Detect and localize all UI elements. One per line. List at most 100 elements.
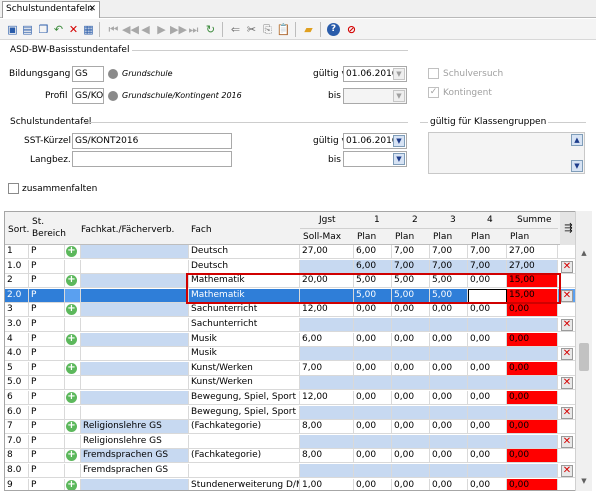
cell-sort[interactable]: 6.0 — [5, 405, 29, 420]
cell-summe[interactable] — [507, 405, 558, 420]
cell-fach[interactable]: Mathematik — [189, 288, 300, 303]
table-row[interactable]: 2.0 P Mathematik 5,00 5,00 5,00 15,00 ✕ — [5, 288, 575, 303]
cell-bereich[interactable]: P — [29, 245, 65, 259]
cell-soll[interactable] — [300, 464, 354, 478]
table-row[interactable]: 4 P Musik 6,00 0,00 0,00 0,00 0,00 0,00 + — [5, 332, 575, 347]
table-row[interactable]: 8 P Fremdsprachen GS (Fachkategorie) 8,00 0,0… — [5, 449, 575, 464]
cell-p4[interactable]: 0,00 — [468, 361, 507, 376]
table-row[interactable]: 7 P Religionslehre GS (Fachkategorie) 8,00 0,… — [5, 420, 575, 435]
cell-fachkat[interactable] — [81, 361, 189, 376]
cell-fachkat[interactable] — [81, 318, 189, 332]
cell-fach[interactable]: Bewegung, Spiel, Sport — [189, 405, 300, 420]
cell-soll[interactable]: 8,00 — [300, 420, 354, 435]
cell-p1[interactable]: 5,00 — [354, 274, 392, 289]
add-row-plus-icon[interactable]: + — [66, 274, 77, 287]
langbez-field[interactable] — [72, 151, 232, 167]
cell-fachkat[interactable]: Religionslehre GS — [81, 420, 189, 435]
cell-p1[interactable] — [354, 376, 392, 391]
cell-bereich[interactable]: P — [29, 318, 65, 332]
cell-bereich[interactable]: P — [29, 464, 65, 478]
table-icon[interactable]: ▦ — [83, 23, 94, 36]
cell-sort[interactable]: 7.0 — [5, 434, 29, 449]
cell-p3[interactable] — [430, 434, 468, 449]
add-row-plus-icon[interactable]: + — [66, 449, 77, 462]
cell-summe[interactable]: 0,00 — [507, 332, 558, 347]
table-row[interactable]: 6 P Bewegung, Spiel, Sport 12,00 0,00 0,00 0,0… — [5, 391, 575, 405]
cell-p2[interactable]: 0,00 — [392, 449, 430, 464]
header-sort[interactable]: Sort. — [8, 225, 30, 235]
cell-sort[interactable]: 8 — [5, 449, 29, 464]
cell-bereich[interactable]: P — [29, 288, 65, 303]
scroll-down-icon[interactable]: ▼ — [581, 477, 587, 485]
cell-fach[interactable] — [189, 464, 300, 478]
cell-sort[interactable]: 9 — [5, 478, 29, 490]
cell-soll[interactable]: 27,00 — [300, 245, 354, 259]
delete-row-icon[interactable]: ✕ — [561, 289, 573, 302]
cell-p4[interactable] — [468, 288, 507, 303]
cell-soll[interactable] — [300, 405, 354, 420]
cell-fach[interactable]: Kunst/Werken — [189, 361, 300, 376]
basis-bis-dropdown-icon[interactable]: ▼ — [393, 90, 405, 102]
next-icon[interactable]: ▶ — [157, 23, 166, 36]
cell-p3[interactable]: 0,00 — [430, 303, 468, 318]
cell-bereich[interactable]: P — [29, 376, 65, 391]
delete-row-icon[interactable]: ✕ — [561, 348, 573, 361]
zusammenfalten-checkbox[interactable] — [8, 183, 19, 194]
cell-sort[interactable]: 4 — [5, 332, 29, 347]
cell-sort[interactable]: 3.0 — [5, 318, 29, 332]
cell-sort[interactable]: 7 — [5, 420, 29, 435]
add-row-plus-icon[interactable]: + — [66, 391, 77, 403]
cell-p2[interactable] — [392, 464, 430, 478]
cell-p2[interactable] — [392, 434, 430, 449]
cell-p3[interactable]: 5,00 — [430, 288, 468, 303]
help-icon[interactable]: ? — [327, 23, 340, 36]
cell-p1[interactable] — [354, 347, 392, 362]
cell-bereich[interactable]: P — [29, 391, 65, 405]
cell-p1[interactable]: 0,00 — [354, 332, 392, 347]
cell-sort[interactable]: 8.0 — [5, 464, 29, 478]
cell-p4[interactable] — [468, 464, 507, 478]
cell-p4[interactable]: 0,00 — [468, 478, 507, 490]
table-row[interactable]: 1 P Deutsch 27,00 6,00 7,00 7,00 7,00 27,00 + — [5, 245, 575, 259]
cell-sort[interactable]: 3 — [5, 303, 29, 318]
cell-p3[interactable]: 0,00 — [430, 449, 468, 464]
cell-soll[interactable]: 20,00 — [300, 274, 354, 289]
scroll-thumb[interactable] — [579, 343, 589, 371]
cell-p4[interactable]: 0,00 — [468, 303, 507, 318]
cell-p4[interactable]: 0,00 — [468, 391, 507, 405]
tab-close-icon[interactable]: ✕ — [88, 4, 96, 14]
cell-bereich[interactable]: P — [29, 303, 65, 318]
table-row[interactable]: 1.0 P Deutsch 6,00 7,00 7,00 7,00 27,00 ✕ — [5, 259, 575, 274]
cell-p2[interactable] — [392, 405, 430, 420]
cell-soll[interactable]: 1,00 — [300, 478, 354, 490]
cell-summe[interactable]: 0,00 — [507, 478, 558, 490]
table-row[interactable]: 2 P Mathematik 20,00 5,00 5,00 5,00 0,00 15,00 + — [5, 274, 575, 289]
cell-p4[interactable]: 7,00 — [468, 259, 507, 274]
cell-p3[interactable] — [430, 318, 468, 332]
header-bereich[interactable]: Bereich — [32, 229, 66, 239]
cell-summe[interactable]: 0,00 — [507, 361, 558, 376]
cut-icon[interactable]: ✂ — [246, 23, 257, 36]
cell-fachkat[interactable] — [81, 376, 189, 391]
cell-fach[interactable] — [189, 434, 300, 449]
cell-p2[interactable]: 0,00 — [392, 391, 430, 405]
sst-bis-field[interactable]: ▼ — [343, 151, 407, 167]
cell-sort[interactable]: 2.0 — [5, 288, 29, 303]
delete-row-icon[interactable]: ✕ — [561, 319, 573, 331]
cell-sort[interactable]: 5.0 — [5, 376, 29, 391]
cell-p1[interactable]: 0,00 — [354, 449, 392, 464]
basis-bis-field[interactable]: ▼ — [343, 88, 407, 104]
kuerzel-field[interactable]: GS/KONT2016 — [72, 133, 232, 149]
cell-p2[interactable]: 0,00 — [392, 332, 430, 347]
profil-field[interactable]: GS/KO — [72, 88, 104, 104]
cell-p1[interactable]: 0,00 — [354, 361, 392, 376]
cell-fachkat[interactable] — [81, 274, 189, 289]
header-plan-summe[interactable]: Plan — [510, 232, 530, 242]
cell-fachkat[interactable]: Fremdsprachen GS — [81, 464, 189, 478]
cell-fach[interactable]: Sachunterricht — [189, 318, 300, 332]
cell-p4[interactable] — [468, 405, 507, 420]
cell-bereich[interactable]: P — [29, 449, 65, 464]
cell-p2[interactable]: 7,00 — [392, 259, 430, 274]
cell-p4[interactable] — [468, 318, 507, 332]
cell-summe[interactable]: 15,00 — [507, 274, 558, 289]
